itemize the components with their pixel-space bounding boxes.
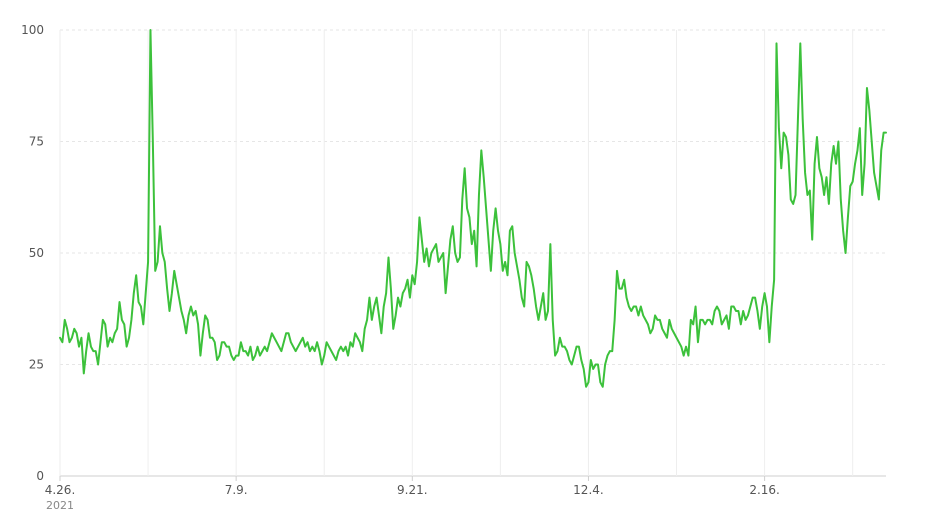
x-year-label: 2021	[46, 499, 74, 512]
y-tick-label: 25	[29, 358, 44, 372]
grid	[59, 29, 886, 477]
x-tick-label: 4.26.	[45, 483, 76, 497]
x-tick-label: 2.16.	[749, 483, 780, 497]
x-tick-label: 7.9.	[225, 483, 248, 497]
y-tick-label: 100	[21, 23, 44, 37]
x-tick-label: 9.21.	[397, 483, 428, 497]
x-tick-label: 12.4.	[573, 483, 604, 497]
axes: 0 25 50 75 100 4.26. 7.9. 9.21. 12.4. 2.16. 2021	[21, 23, 780, 512]
y-tick-label: 0	[36, 469, 44, 483]
series-line	[59, 29, 887, 388]
y-tick-label: 75	[29, 135, 44, 149]
y-tick-label: 50	[29, 246, 44, 260]
series-layer	[59, 29, 887, 388]
